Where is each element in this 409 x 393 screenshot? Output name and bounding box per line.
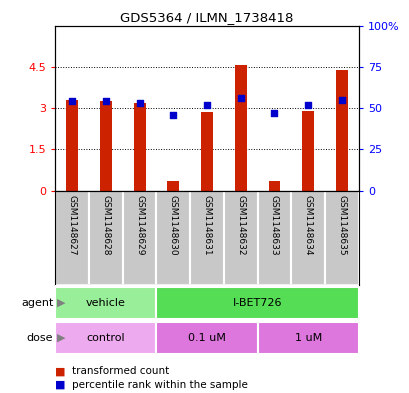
Point: [338, 97, 344, 103]
Bar: [291, 191, 324, 285]
Text: 1 uM: 1 uM: [294, 333, 321, 343]
Bar: [167, 181, 179, 191]
Bar: [268, 181, 280, 191]
Text: I-BET726: I-BET726: [232, 298, 282, 308]
Text: ▶: ▶: [57, 298, 66, 308]
Point: [203, 102, 210, 108]
Text: ■: ■: [55, 380, 66, 390]
Bar: [223, 191, 257, 285]
Bar: [122, 191, 156, 285]
Bar: [66, 100, 78, 191]
Text: ▶: ▶: [57, 333, 66, 343]
Text: dose: dose: [27, 333, 53, 343]
Title: GDS5364 / ILMN_1738418: GDS5364 / ILMN_1738418: [120, 11, 293, 24]
Point: [304, 102, 311, 108]
Text: GSM1148630: GSM1148630: [169, 195, 178, 256]
Text: transformed count: transformed count: [72, 366, 169, 376]
Point: [170, 112, 176, 118]
Bar: [156, 322, 257, 354]
Point: [102, 98, 109, 105]
Text: ■: ■: [55, 366, 66, 376]
Text: GSM1148627: GSM1148627: [67, 195, 76, 256]
Text: agent: agent: [21, 298, 53, 308]
Text: GSM1148628: GSM1148628: [101, 195, 110, 256]
Text: GSM1148634: GSM1148634: [303, 195, 312, 256]
Bar: [324, 191, 358, 285]
Bar: [55, 322, 156, 354]
Bar: [156, 287, 358, 318]
Text: GSM1148631: GSM1148631: [202, 195, 211, 256]
Text: GSM1148633: GSM1148633: [269, 195, 278, 256]
Text: GSM1148632: GSM1148632: [236, 195, 245, 256]
Bar: [133, 103, 145, 191]
Bar: [100, 101, 112, 191]
Bar: [234, 65, 246, 191]
Bar: [156, 191, 190, 285]
Text: GSM1148629: GSM1148629: [135, 195, 144, 256]
Bar: [301, 111, 313, 191]
Point: [69, 98, 75, 105]
Bar: [257, 191, 291, 285]
Bar: [89, 191, 122, 285]
Text: vehicle: vehicle: [86, 298, 126, 308]
Point: [237, 95, 243, 101]
Bar: [55, 191, 89, 285]
Bar: [335, 70, 347, 191]
Text: GSM1148635: GSM1148635: [337, 195, 346, 256]
Bar: [190, 191, 223, 285]
Text: 0.1 uM: 0.1 uM: [188, 333, 225, 343]
Bar: [201, 112, 212, 191]
Bar: [55, 287, 156, 318]
Point: [270, 110, 277, 116]
Bar: [257, 322, 358, 354]
Text: percentile rank within the sample: percentile rank within the sample: [72, 380, 247, 390]
Text: control: control: [86, 333, 125, 343]
Point: [136, 100, 143, 106]
